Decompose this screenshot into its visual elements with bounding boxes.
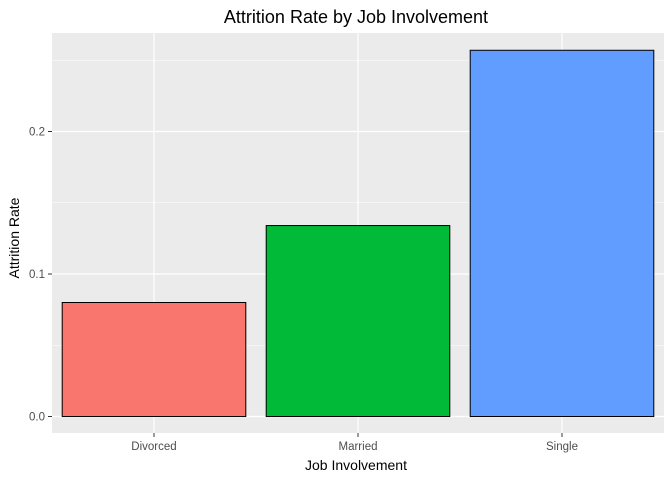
y-tick-label: 0.1 [29,269,45,281]
x-axis-title: Job Involvement [305,457,407,473]
x-tick-label: Married [339,441,378,453]
x-tick-label: Single [546,441,578,453]
x-tick-label: Divorced [131,441,176,453]
y-tick-label: 0.0 [29,412,45,424]
y-axis-ticks: 0.0 0.1 0.2 [29,127,52,424]
chart-title: Attrition Rate by Job Involvement [224,7,488,27]
bar-divorced [61,302,247,417]
x-axis-ticks: Divorced Married Single [131,433,578,453]
y-tick-label: 0.2 [29,127,45,139]
bar-married [265,225,451,417]
bars [61,49,655,418]
bar-single [469,49,655,418]
y-axis-title: Attrition Rate [6,197,22,278]
